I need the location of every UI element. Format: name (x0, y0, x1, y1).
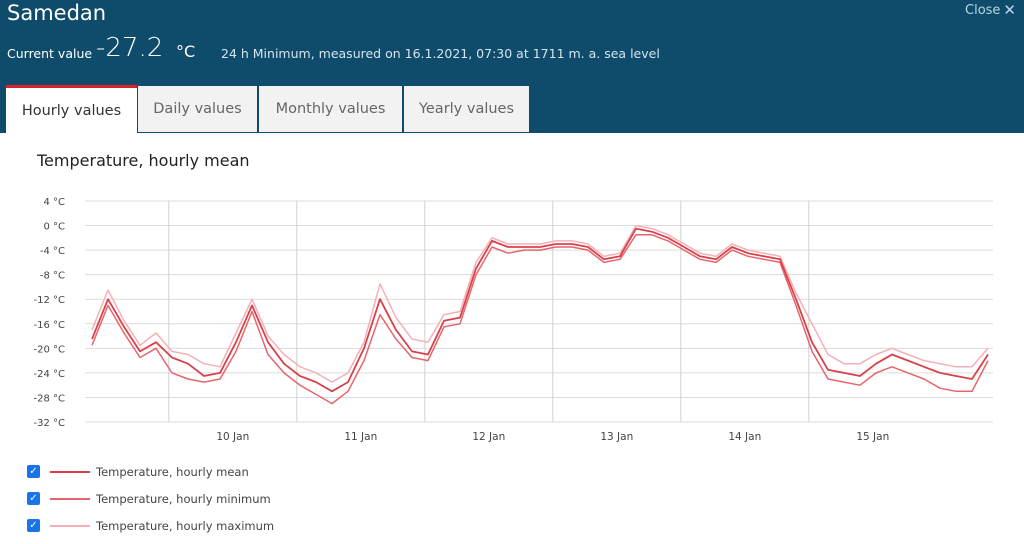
legend-label-maximum: Temperature, hourly maximum (96, 518, 275, 533)
series-line-maximum (91, 224, 989, 383)
legend-item-mean[interactable]: ✓ Temperature, hourly mean (27, 458, 274, 485)
tab-daily-values[interactable]: Daily values (137, 85, 258, 133)
chart-legend: ✓ Temperature, hourly mean ✓ Temperature… (27, 458, 274, 539)
checkbox-checked-icon[interactable]: ✓ (27, 492, 40, 505)
checkbox-checked-icon[interactable]: ✓ (27, 465, 40, 478)
tab-monthly-values[interactable]: Monthly values (258, 85, 403, 133)
y-tick-label: 0 °C (43, 222, 65, 233)
x-tick-label: 11 Jan (344, 431, 377, 443)
temperature-chart: 4 °C 0 °C -4 °C -8 °C -12 °C -16 °C -20 °C -24 … (34, 197, 993, 443)
legend-label-minimum: Temperature, hourly minimum (96, 491, 271, 506)
close-x-icon: ✕ (1003, 1, 1016, 19)
current-value-label: Current value (7, 46, 93, 61)
y-tick-label: -16 °C (34, 320, 66, 331)
close-button[interactable]: Close ✕ (965, 1, 1016, 19)
checkbox-checked-icon[interactable]: ✓ (27, 519, 40, 532)
legend-swatch-mean (50, 470, 90, 473)
x-tick-label: 14 Jan (728, 431, 761, 443)
current-value: -27.2 (96, 33, 164, 63)
station-header: Samedan Close ✕ Current value -27.2 °C 2… (0, 0, 1024, 86)
legend-swatch-maximum (50, 524, 90, 527)
x-tick-label: 15 Jan (856, 431, 889, 443)
legend-label-mean: Temperature, hourly mean (96, 464, 249, 479)
tab-bar: Hourly values Daily values Monthly value… (6, 85, 530, 133)
series-line-mean (91, 227, 989, 393)
current-unit: °C (176, 42, 196, 61)
x-tick-label: 12 Jan (472, 431, 505, 443)
chart-title: Temperature, hourly mean (37, 151, 250, 170)
chart-panel: Temperature, hourly mean 4 °C 0 °C -4 °C -8… (0, 133, 1024, 544)
y-tick-label: -12 °C (34, 295, 66, 306)
current-description: 24 h Minimum, measured on 16.1.2021, 07:… (221, 46, 660, 61)
x-tick-label: 13 Jan (600, 431, 633, 443)
legend-item-maximum[interactable]: ✓ Temperature, hourly maximum (27, 512, 274, 539)
series-line-minimum (91, 234, 989, 405)
x-tick-label: 10 Jan (216, 431, 249, 443)
close-label: Close (965, 3, 1001, 18)
y-tick-label: -24 °C (34, 369, 66, 380)
legend-swatch-minimum (50, 497, 90, 500)
y-tick-label: -20 °C (34, 344, 66, 355)
y-tick-label: -8 °C (40, 271, 65, 282)
y-tick-label: 4 °C (43, 197, 65, 208)
y-tick-label: -32 °C (34, 418, 66, 429)
y-tick-label: -28 °C (34, 393, 66, 404)
station-name: Samedan (7, 1, 107, 25)
y-tick-label: -4 °C (40, 246, 65, 257)
tab-hourly-values[interactable]: Hourly values (6, 85, 137, 133)
legend-item-minimum[interactable]: ✓ Temperature, hourly minimum (27, 485, 274, 512)
tab-yearly-values[interactable]: Yearly values (403, 85, 530, 133)
